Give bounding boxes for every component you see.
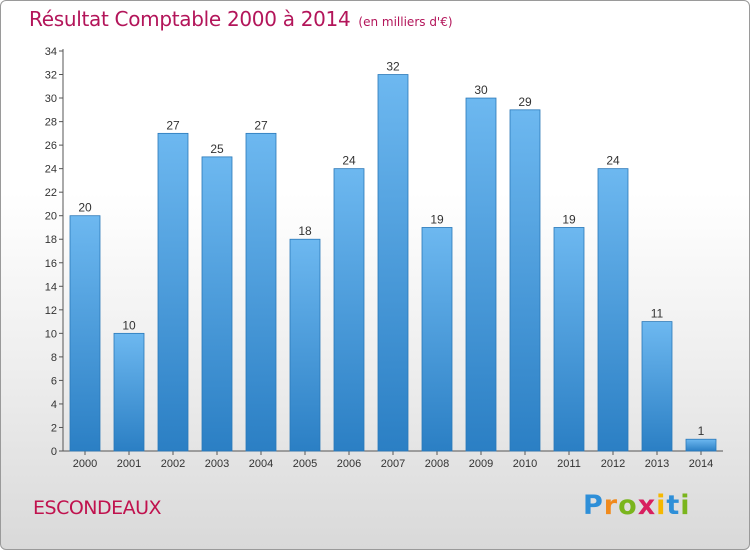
y-tick-label: 26 <box>45 140 57 152</box>
logo-letter: x <box>637 490 657 521</box>
y-tick-label: 6 <box>51 375 57 387</box>
y-tick-label: 16 <box>45 258 57 270</box>
logo-letter: P <box>583 490 604 521</box>
y-tick-label: 34 <box>45 46 57 58</box>
value-label-2014: 1 <box>698 424 705 438</box>
y-tick-label: 18 <box>45 234 57 246</box>
chart-title-text: Résultat Comptable 2000 à 2014 <box>29 7 351 31</box>
x-tick-label-2003: 2003 <box>205 458 229 470</box>
value-label-2003: 25 <box>210 142 224 156</box>
y-tick-label: 12 <box>45 305 57 317</box>
x-tick-label-2009: 2009 <box>469 458 493 470</box>
bar-2007[interactable] <box>377 74 409 452</box>
y-tick-label: 20 <box>45 211 57 223</box>
x-tick-label-2014: 2014 <box>689 458 713 470</box>
x-tick-label-2001: 2001 <box>117 458 141 470</box>
x-tick-label-2006: 2006 <box>337 458 361 470</box>
y-tick-label: 10 <box>45 328 57 340</box>
value-label-2008: 19 <box>430 212 444 226</box>
bar-2011[interactable] <box>553 227 585 452</box>
bar-2003[interactable] <box>201 156 233 452</box>
value-label-2013: 11 <box>651 307 664 321</box>
value-label-2002: 27 <box>166 118 180 132</box>
bar-2005[interactable] <box>289 238 321 452</box>
y-tick-label: 30 <box>45 93 57 105</box>
x-tick-label-2007: 2007 <box>381 458 405 470</box>
bar-2009[interactable] <box>465 97 497 452</box>
value-label-2005: 18 <box>298 224 312 238</box>
chart-title: Résultat Comptable 2000 à 2014 (en millie… <box>29 7 453 31</box>
y-tick-label: 0 <box>51 446 57 458</box>
bar-2004[interactable] <box>245 132 277 452</box>
bar-2012[interactable] <box>597 168 629 452</box>
bar-2013[interactable] <box>641 321 673 452</box>
x-tick-label-2008: 2008 <box>425 458 449 470</box>
logo-letter: o <box>618 490 638 521</box>
y-tick-label: 22 <box>45 187 57 199</box>
logo-letter: i <box>656 490 667 521</box>
y-tick-label: 8 <box>51 352 57 364</box>
logo-letter: t <box>666 490 681 521</box>
value-label-2011: 19 <box>562 212 576 226</box>
value-label-2004: 27 <box>254 118 268 132</box>
value-label-2012: 24 <box>606 154 620 168</box>
chart-subtitle: (en milliers d'€) <box>358 15 453 29</box>
bar-2008[interactable] <box>421 227 453 452</box>
y-tick-label: 28 <box>45 117 57 129</box>
y-tick-label: 4 <box>51 399 57 411</box>
bar-2006[interactable] <box>333 168 365 452</box>
logo-letter: r <box>603 490 619 521</box>
value-label-2000: 20 <box>78 201 92 215</box>
x-tick-label-2002: 2002 <box>161 458 185 470</box>
x-tick-label-2011: 2011 <box>557 458 581 470</box>
bar-2000[interactable] <box>69 215 101 452</box>
y-tick-label: 2 <box>51 422 57 434</box>
x-tick-label-2010: 2010 <box>513 458 537 470</box>
bar-2001[interactable] <box>113 332 145 452</box>
bar-2002[interactable] <box>157 132 189 452</box>
value-label-2007: 32 <box>386 60 400 74</box>
bar-2014[interactable] <box>685 438 717 452</box>
y-tick-label: 24 <box>45 164 57 176</box>
commune-name: ESCONDEAUX <box>33 497 162 519</box>
x-tick-label-2013: 2013 <box>645 458 669 470</box>
chart-bars <box>69 74 717 452</box>
y-tick-label: 32 <box>45 70 57 82</box>
x-tick-label-2005: 2005 <box>293 458 317 470</box>
value-label-2009: 30 <box>474 83 488 97</box>
value-label-2010: 29 <box>518 95 532 109</box>
x-tick-label-2000: 2000 <box>73 458 97 470</box>
bar-2010[interactable] <box>509 109 541 452</box>
logo-letter: i <box>680 490 691 521</box>
x-tick-label-2004: 2004 <box>249 458 273 470</box>
value-label-2001: 10 <box>122 318 136 332</box>
x-tick-label-2012: 2012 <box>601 458 625 470</box>
proxiti-logo[interactable]: Proxiti <box>583 490 691 521</box>
y-tick-label: 14 <box>45 281 57 293</box>
value-label-2006: 24 <box>342 154 356 168</box>
